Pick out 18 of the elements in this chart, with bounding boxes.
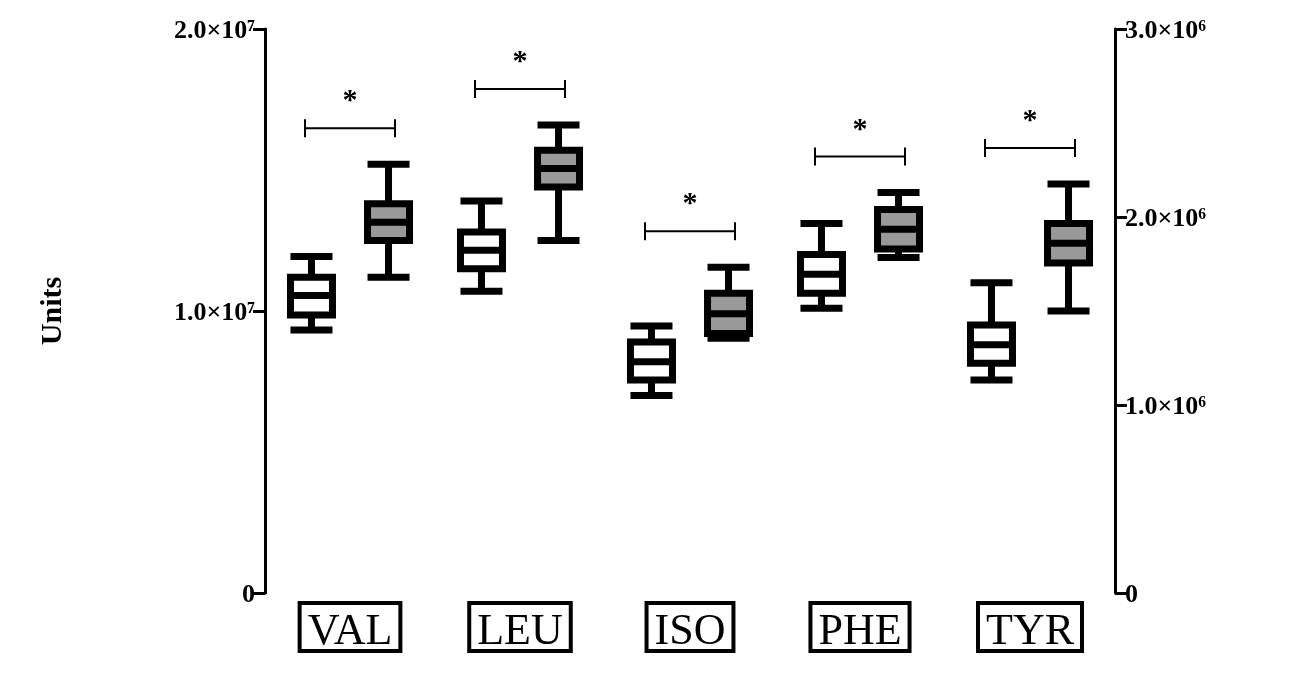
x-tick-label: TYR [986, 604, 1075, 654]
y-tick-label: 2.0×10⁷ [173, 14, 256, 44]
y2-tick-label: 3.0×10⁶ [1125, 14, 1207, 44]
y-axis-title: Units [33, 276, 67, 346]
annotation: * [1022, 102, 1038, 137]
x-tick-label: PHE [818, 604, 902, 654]
y2-tick-label: 0 [1125, 578, 1138, 608]
annotation: * [682, 185, 698, 220]
y-tick-label: 1.0×10⁷ [173, 296, 256, 326]
annotation: * [852, 110, 868, 145]
y2-tick-label: 2.0×10⁶ [1125, 202, 1207, 232]
y-tick-label: 0 [242, 578, 255, 608]
x-tick-label: ISO [654, 604, 726, 654]
annotation: * [512, 42, 528, 77]
x-tick-label: LEU [477, 604, 563, 654]
y2-tick-label: 1.0×10⁶ [1125, 390, 1207, 420]
x-tick-label: VAL [307, 604, 393, 654]
annotation: * [342, 82, 358, 117]
